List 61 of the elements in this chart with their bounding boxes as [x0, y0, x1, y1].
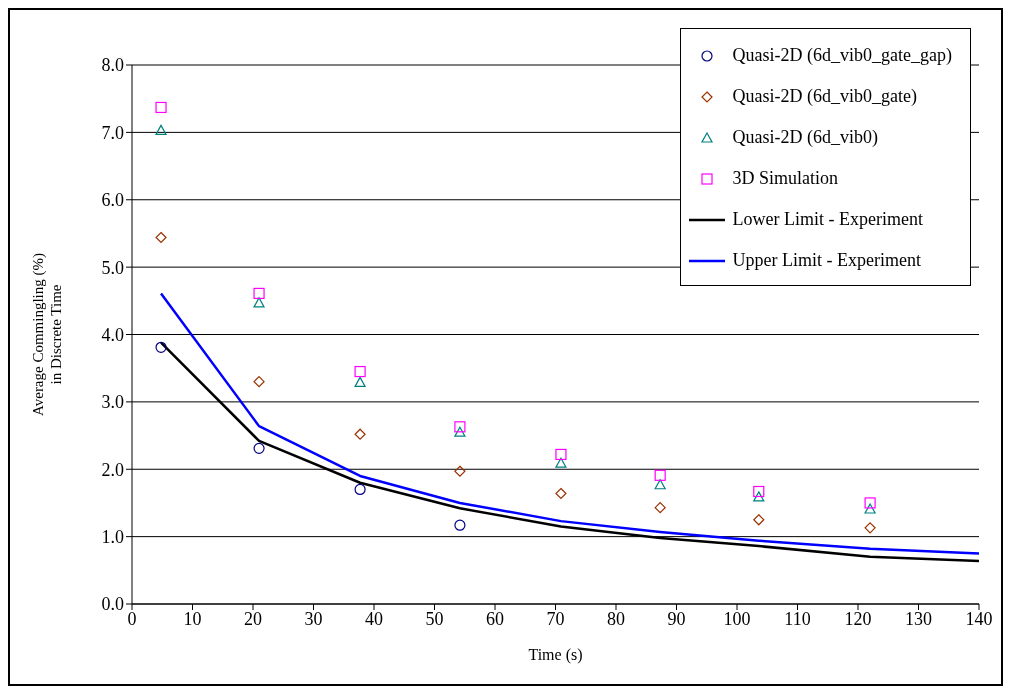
- x-tick-label: 50: [425, 608, 444, 629]
- legend-label: Quasi-2D (6d_vib0_gate_gap): [732, 45, 952, 66]
- point: [654, 479, 666, 490]
- point: [454, 465, 466, 477]
- point: [253, 376, 265, 388]
- y-tick-label: 8.0: [101, 55, 124, 76]
- point: [654, 502, 666, 514]
- point: [454, 421, 466, 433]
- point: [753, 491, 765, 502]
- point: [253, 297, 265, 308]
- point: [354, 376, 366, 387]
- point: [253, 442, 265, 454]
- line-series: [159, 292, 979, 555]
- point: [354, 428, 366, 440]
- point: [155, 231, 167, 244]
- point: [864, 503, 876, 514]
- y-tick-label: 6.0: [101, 190, 124, 211]
- x-tick-label: 0: [127, 608, 137, 629]
- point: [555, 487, 567, 500]
- point: [864, 497, 876, 509]
- point: [354, 483, 366, 496]
- y-tick-label: 0.0: [101, 594, 124, 615]
- x-tick-label: 80: [607, 608, 625, 629]
- point: [354, 365, 366, 378]
- point: [753, 485, 765, 498]
- x-tick-label: 140: [965, 608, 993, 629]
- x-tick-label: 10: [183, 608, 202, 629]
- point: [253, 287, 265, 299]
- y-tick-label: 7.0: [101, 122, 124, 143]
- x-tick-label: 60: [486, 608, 504, 629]
- y-axis-title: Average Commingling (%) in Discrete Time: [30, 252, 64, 417]
- point: [555, 457, 567, 468]
- x-tick-label: 110: [784, 608, 811, 629]
- point: [155, 101, 167, 114]
- y-tick-label: 2.0: [101, 459, 124, 480]
- point: [555, 448, 567, 461]
- x-axis-title: Time (s): [528, 646, 583, 664]
- point: [753, 514, 765, 526]
- legend-label: Upper Limit - Experiment: [732, 250, 921, 271]
- x-tick-label: 90: [667, 608, 686, 629]
- point: [454, 519, 466, 531]
- legend-label: Lower Limit - Experiment: [732, 209, 923, 230]
- y-tick-label: 5.0: [101, 257, 124, 278]
- legend-label: 3D Simulation: [732, 168, 839, 189]
- x-tick-label: 120: [844, 608, 872, 629]
- x-tick-label: 100: [723, 608, 751, 629]
- point: [864, 522, 876, 534]
- y-tick-label: 3.0: [101, 392, 124, 413]
- x-tick-label: 20: [244, 608, 262, 629]
- x-tick-label: 70: [546, 608, 565, 629]
- point: [155, 124, 167, 135]
- point: [654, 469, 666, 481]
- point: [454, 426, 466, 437]
- x-tick-label: 30: [304, 608, 323, 629]
- point: [155, 341, 167, 353]
- y-tick-label: 1.0: [101, 527, 124, 548]
- legend-label: Quasi-2D (6d_vib0): [732, 127, 879, 148]
- y-tick-label: 4.0: [101, 324, 124, 345]
- x-tick-label: 40: [365, 608, 383, 629]
- x-tick-label: 130: [905, 608, 932, 629]
- legend-label: Quasi-2D (6d_vib0_gate): [732, 86, 918, 107]
